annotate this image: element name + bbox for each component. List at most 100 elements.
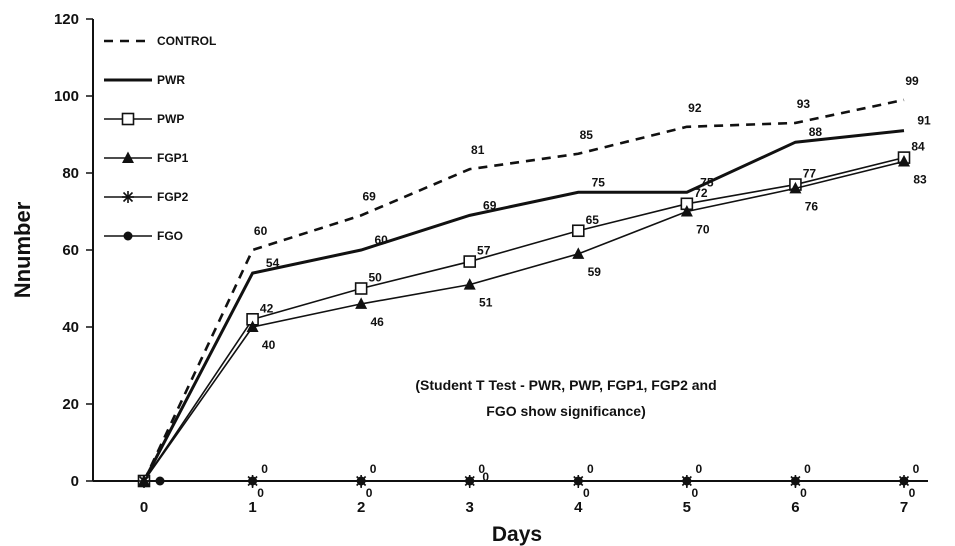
series-line-pwp: [143, 156, 905, 482]
point-fgp1: [680, 205, 693, 217]
legend-label-pwr: PWR: [157, 73, 185, 87]
point-fgo: [573, 476, 583, 486]
data-label-control: 93: [797, 97, 811, 111]
data-label-fgp1: 40: [262, 338, 276, 352]
data-label-fgo: 0: [482, 470, 489, 484]
legend-item-pwp: PWP: [104, 112, 184, 126]
x-tick-label: 7: [900, 499, 908, 516]
data-label-fgp1: 76: [805, 199, 819, 213]
series-control: [142, 98, 905, 482]
y-tick-label: 20: [62, 396, 79, 413]
y-tick-label: 60: [62, 242, 79, 259]
legend-item-pwr: PWR: [104, 73, 185, 87]
point-fgp1: [246, 320, 259, 332]
point-fgo: [248, 476, 258, 486]
data-label-fgp2: 0: [913, 462, 920, 476]
legend-marker-fgp1: [122, 151, 134, 163]
data-label-fgo: 0: [257, 486, 264, 500]
data-label-pwp: 72: [694, 186, 708, 200]
annotation: (Student T Test - PWR, PWP, FGP1, FGP2 a…: [415, 377, 716, 419]
data-label-pwp: 50: [368, 271, 382, 285]
annotation-line-2: FGO show significance): [486, 403, 645, 419]
point-fgp1: [463, 278, 476, 290]
y-tick-label: 80: [62, 165, 79, 182]
data-label-pwp: 84: [911, 140, 925, 154]
point-fgo: [790, 476, 800, 486]
data-label-fgp1: 59: [588, 265, 602, 279]
y-tick-label: 120: [54, 11, 79, 28]
data-label-fgp1: 46: [370, 315, 384, 329]
point-fgp1: [572, 247, 585, 259]
point-fgo: [682, 476, 692, 486]
legend-item-control: CONTROL: [104, 34, 216, 48]
legend-label-control: CONTROL: [157, 34, 216, 48]
data-label-pwr: 75: [700, 175, 714, 189]
y-axis-title: Nnumber: [10, 201, 35, 298]
data-label-fgo: 0: [800, 486, 807, 500]
point-pwp: [354, 282, 368, 295]
data-label-control: 92: [688, 101, 702, 115]
x-tick-label: 2: [357, 499, 365, 516]
data-label-pwr: 91: [917, 114, 931, 128]
x-tick-label: 6: [791, 499, 799, 516]
y-tick-label: 0: [71, 473, 79, 490]
data-label-control: 69: [362, 189, 376, 203]
legend-marker-fgp2: [122, 191, 134, 203]
point-fgp1: [898, 154, 910, 167]
data-label-control: 81: [471, 143, 485, 157]
legend: CONTROL PWR PWP FGP1 FGP2 FGO: [104, 34, 216, 243]
legend-marker-pwp: [121, 112, 135, 126]
data-label-fgp2: 0: [696, 462, 703, 476]
point-fgo: [465, 476, 475, 486]
x-tick-label: 0: [140, 499, 148, 516]
data-label-fgp2: 0: [370, 462, 377, 476]
data-label-pwr: 75: [592, 175, 606, 189]
legend-item-fgp1: FGP1: [104, 151, 189, 165]
y-ticks: 0 20 40 60 80 100 120: [54, 11, 93, 490]
data-label-fgp1: 83: [913, 172, 927, 186]
x-tick-label: 1: [248, 499, 256, 516]
data-label-fgp1: 70: [696, 223, 710, 237]
data-label-pwp: 42: [260, 301, 274, 315]
x-axis-title: Days: [492, 523, 542, 546]
y-tick-label: 40: [62, 319, 79, 336]
data-label-fgp2: 0: [478, 462, 485, 476]
x-tick-label: 4: [574, 499, 583, 516]
data-label-pwp: 57: [477, 244, 491, 258]
data-label-fgp2: 0: [587, 462, 594, 476]
legend-label-fgp1: FGP1: [157, 151, 189, 165]
series-line-pwr: [142, 129, 905, 482]
point-fgp1: [355, 297, 368, 309]
series-fgo: [144, 476, 909, 486]
legend-label-pwp: PWP: [157, 112, 184, 126]
point-pwp: [571, 224, 585, 238]
series-line-fgp1: [143, 160, 905, 482]
series-line-control: [142, 98, 905, 482]
data-labels: 60 69 81 85 92 93 99 54 60 69 75 75 88 91 42 50 57 65 72 77…: [254, 74, 931, 500]
annotation-line-1: (Student T Test - PWR, PWP, FGP1, FGP2 a…: [415, 377, 716, 393]
point-fgo: [155, 476, 165, 486]
data-label-control: 85: [580, 128, 594, 142]
data-label-fgp2: 0: [804, 462, 811, 476]
series-pwp: [137, 151, 911, 488]
legend-item-fgo: FGO: [104, 229, 183, 243]
data-label-fgo: 0: [366, 486, 373, 500]
data-label-pwp: 65: [586, 213, 600, 227]
data-label-pwp: 77: [803, 167, 817, 181]
legend-marker-fgo: [123, 231, 133, 241]
point-fgo: [356, 476, 366, 486]
data-label-fgp1: 51: [479, 296, 493, 310]
data-label-fgo: 0: [583, 486, 590, 500]
x-tick-label: 5: [683, 499, 691, 516]
data-label-fgo: 0: [692, 486, 699, 500]
data-label-pwr: 54: [266, 256, 280, 270]
legend-item-fgp2: FGP2: [104, 190, 189, 204]
x-tick-label: 3: [466, 499, 474, 516]
point-fgo: [899, 476, 909, 486]
data-label-pwr: 60: [374, 233, 388, 247]
data-label-fgo: 0: [909, 486, 916, 500]
point-fgp1: [789, 181, 802, 194]
series-pwr: [142, 129, 905, 482]
